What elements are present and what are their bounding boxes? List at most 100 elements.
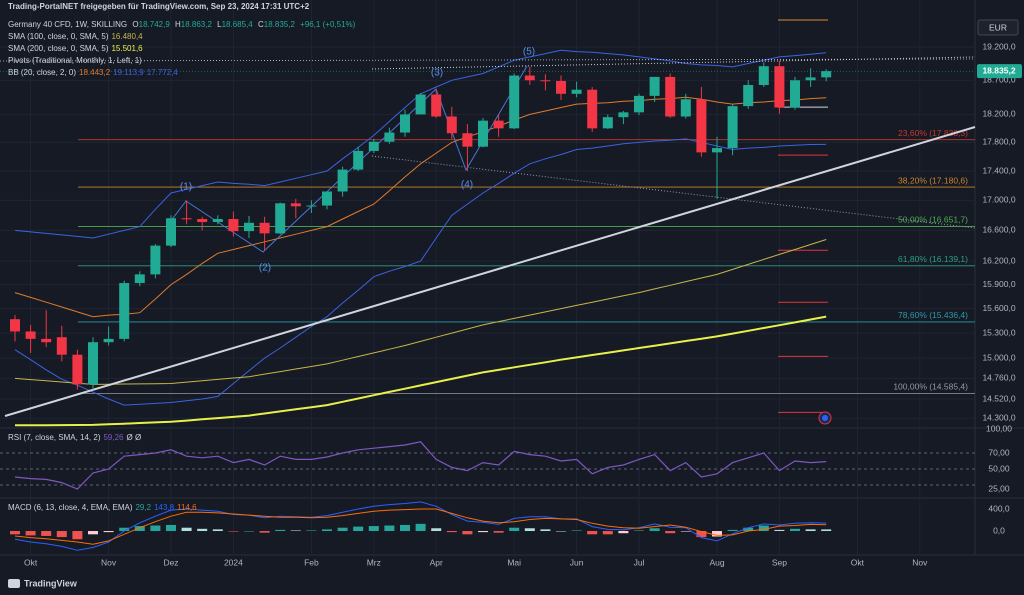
histogram-bar xyxy=(618,531,629,534)
macd-line xyxy=(14,508,827,545)
wave-line xyxy=(169,65,528,253)
y-tick-label: 70,00 xyxy=(988,447,1010,457)
caption-text: Trading-PortalNET freigegeben für Tradin… xyxy=(8,2,310,11)
fib-label: 61,80% (16.139,1) xyxy=(898,254,968,264)
candle-body xyxy=(166,218,176,246)
bb-legend: BB (20, close, 2, 0) 18.443,2 19.113,9 17.7… xyxy=(8,68,181,78)
candle-body xyxy=(743,84,754,107)
histogram-bar xyxy=(25,531,36,536)
candle-body xyxy=(571,89,582,94)
y-tick-label: 100,00 xyxy=(986,423,1012,433)
histogram-bar xyxy=(259,531,270,533)
candle-body xyxy=(290,203,301,207)
x-tick-label: Okt xyxy=(24,557,38,567)
histogram-bar xyxy=(166,524,176,532)
y-tick-label: 400,0 xyxy=(988,503,1010,513)
histogram-bar xyxy=(462,531,473,535)
legend-value: 114,6 xyxy=(177,503,197,512)
histogram-bar xyxy=(415,523,426,532)
sma100-legend: SMA (100, close, 0, SMA, 5) 16.480,4 xyxy=(8,32,146,42)
symbol-legend: Germany 40 CFD, 1W, SKILLING O18.742,9 H… xyxy=(8,20,358,30)
candle-body xyxy=(524,75,535,81)
y-tick-label: 0,0 xyxy=(993,525,1005,535)
histogram-bar xyxy=(10,531,20,535)
fib-label: 23,60% (17.838,3) xyxy=(898,128,968,138)
price-label: 18.835,2 xyxy=(982,65,1015,75)
brand-logo xyxy=(8,579,20,588)
bollinger-band xyxy=(14,96,827,318)
y-tick-label: 15.600,0 xyxy=(982,303,1015,313)
candle-body xyxy=(415,94,426,115)
fib-label: 100,00% (14.585,4) xyxy=(893,382,968,392)
x-tick-label: Nov xyxy=(101,557,117,567)
histogram-bar xyxy=(571,530,582,532)
candle-body xyxy=(25,331,36,339)
histogram-bar xyxy=(634,530,644,532)
candle-body xyxy=(10,319,20,332)
x-tick-label: Apr xyxy=(430,557,443,567)
candle-body xyxy=(587,89,598,129)
macd-line xyxy=(14,501,827,551)
currency-box[interactable] xyxy=(977,19,1019,36)
x-tick-label: Nov xyxy=(912,557,928,567)
histogram-bar xyxy=(212,529,223,532)
symbol: Germany 40 CFD, 1W, SKILLING xyxy=(8,20,128,29)
x-tick-label: Okt xyxy=(851,557,865,567)
fib-label: 78,60% (15.436,4) xyxy=(898,310,968,320)
x-tick-label: Dez xyxy=(163,557,178,567)
wave-label: (3) xyxy=(431,68,443,79)
candle-body xyxy=(306,205,317,207)
histogram-bar xyxy=(587,531,598,535)
y-tick-label: 16.200,0 xyxy=(982,255,1015,265)
histogram-bar xyxy=(400,524,410,532)
layer: 19.200,0 18.700,0 18.200,0 17.800,0 17.400,0… xyxy=(0,41,1022,567)
y-tick-label: 19.200,0 xyxy=(982,41,1015,51)
y-tick-label: 14.300,0 xyxy=(982,413,1015,423)
histogram-bar xyxy=(353,526,364,532)
histogram-bar xyxy=(337,527,348,532)
candle-body xyxy=(41,338,52,343)
candle-body xyxy=(197,219,208,223)
candle-body xyxy=(712,148,722,153)
candle-body xyxy=(72,354,83,385)
histogram-bar xyxy=(88,531,98,535)
candle-body xyxy=(150,245,161,275)
x-tick-label: Mrz xyxy=(367,557,381,567)
y-tick-label: 17.000,0 xyxy=(982,195,1015,205)
legend-value: 15.501,6 xyxy=(111,44,143,53)
fib-label: 38,20% (17.180,6) xyxy=(898,175,968,185)
trend-line xyxy=(4,126,976,417)
x-tick-label: Jun xyxy=(570,557,584,567)
histogram-bar xyxy=(275,529,286,532)
wave-label: (4) xyxy=(461,180,473,191)
histogram-bar xyxy=(150,525,161,532)
caption: Trading-PortalNET freigegeben für Tradin… xyxy=(8,2,312,12)
candle-body xyxy=(618,112,629,118)
legend-name: SMA (200, close, 0, SMA, 5) xyxy=(8,44,109,53)
histogram-bar xyxy=(649,528,660,532)
histogram-bar xyxy=(790,528,800,532)
legend-name: Pivots (Traditional, Monthly, 1, Left, 1… xyxy=(8,56,142,65)
histogram-bar xyxy=(72,531,83,540)
histogram-bar xyxy=(119,527,130,532)
histogram-bar xyxy=(696,531,707,538)
candle-body xyxy=(244,222,254,232)
candle-body xyxy=(805,77,816,81)
dotted-line xyxy=(371,155,976,229)
candle-body xyxy=(431,94,442,117)
candle-body xyxy=(509,75,520,129)
candle-body xyxy=(446,116,457,134)
candle-body xyxy=(649,76,660,96)
histogram-bar xyxy=(680,531,691,532)
candle-body xyxy=(228,219,239,232)
y-tick-label: 16.600,0 xyxy=(982,225,1015,235)
y-tick-label: 15.900,0 xyxy=(982,279,1015,289)
legend-name: MACD (6, 13, close, 4, EMA, EMA) xyxy=(8,503,133,512)
candle-body xyxy=(337,169,348,192)
candle-body xyxy=(384,132,395,142)
candle-body xyxy=(259,222,270,234)
histogram-bar xyxy=(244,531,254,532)
histogram-bar xyxy=(602,531,613,535)
ohlc-key: C xyxy=(257,20,264,29)
